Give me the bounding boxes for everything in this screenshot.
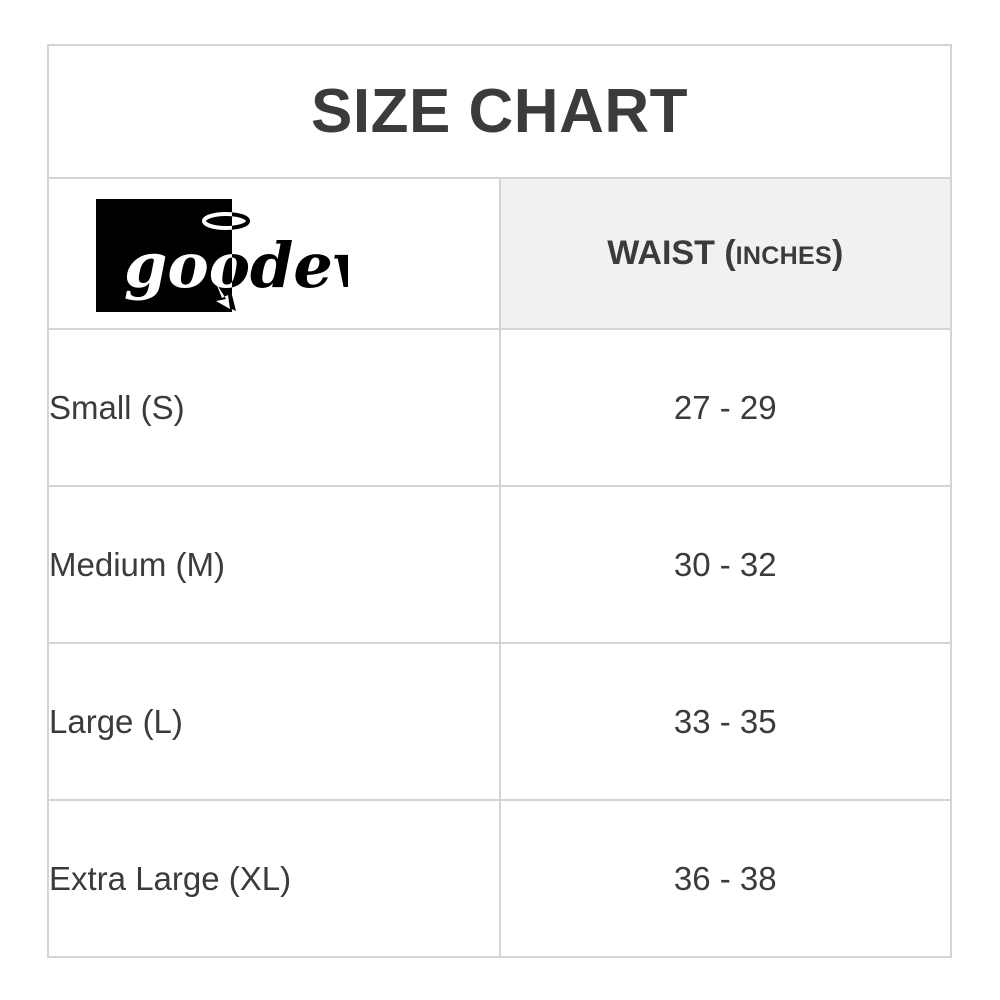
size-label: Small (S) bbox=[49, 388, 185, 426]
size-cell-large: Large (L) bbox=[47, 642, 501, 801]
table-row: Small (S) 27 - 29 bbox=[47, 328, 952, 487]
size-label: Extra Large (XL) bbox=[49, 859, 292, 897]
svg-text:goodevil: goodevil bbox=[124, 229, 348, 302]
goodevil-logo: goodevil goodevil bbox=[96, 199, 348, 316]
table-row: Medium (M) 30 - 32 bbox=[47, 485, 952, 644]
size-label: Medium (M) bbox=[49, 545, 226, 583]
waist-cell-extra-large: 36 - 38 bbox=[498, 799, 952, 958]
table-row: Large (L) 33 - 35 bbox=[47, 642, 952, 801]
size-label: Large (L) bbox=[49, 702, 183, 740]
waist-word: WAIST bbox=[607, 234, 715, 272]
waist-header-label: WAIST (INCHES) bbox=[607, 234, 843, 272]
unit-open-paren: ( bbox=[714, 234, 736, 272]
unit-word: INCHES bbox=[735, 242, 832, 270]
page-title: SIZE CHART bbox=[311, 76, 688, 146]
title-cell: SIZE CHART bbox=[47, 44, 952, 179]
waist-header-cell: WAIST (INCHES) bbox=[498, 177, 952, 330]
waist-value: 27 - 29 bbox=[673, 388, 777, 426]
size-cell-extra-large: Extra Large (XL) bbox=[47, 799, 501, 958]
waist-value: 30 - 32 bbox=[673, 545, 777, 583]
brand-logo-cell: goodevil goodevil bbox=[47, 177, 501, 330]
unit-close-paren: ) bbox=[831, 234, 844, 272]
title-row: SIZE CHART bbox=[47, 44, 952, 179]
waist-cell-medium: 30 - 32 bbox=[498, 485, 952, 644]
size-cell-small: Small (S) bbox=[47, 328, 501, 487]
waist-cell-large: 33 - 35 bbox=[498, 642, 952, 801]
size-chart-table: SIZE CHART goodevil bbox=[47, 44, 952, 958]
waist-cell-small: 27 - 29 bbox=[498, 328, 952, 487]
goodevil-logo-icon: goodevil goodevil bbox=[96, 199, 348, 312]
header-row: goodevil goodevil bbox=[47, 177, 952, 330]
table-row: Extra Large (XL) 36 - 38 bbox=[47, 799, 952, 958]
svg-text:goodevil: goodevil bbox=[124, 229, 348, 302]
waist-value: 33 - 35 bbox=[673, 702, 777, 740]
waist-value: 36 - 38 bbox=[673, 859, 777, 897]
size-cell-medium: Medium (M) bbox=[47, 485, 501, 644]
